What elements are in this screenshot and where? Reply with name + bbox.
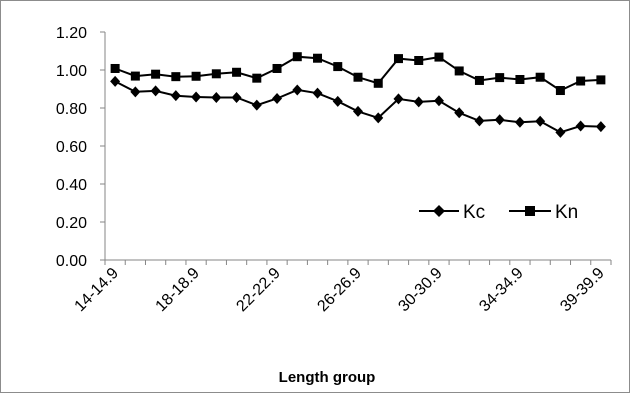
data-point-kc (332, 95, 343, 107)
data-point-kn (535, 72, 545, 82)
data-point-kc (110, 75, 121, 87)
legend-label-kn: Kn (555, 202, 578, 223)
data-point-kc (272, 93, 283, 104)
legend: Kc Kn (419, 202, 578, 223)
data-point-kc (191, 91, 202, 103)
data-point-kc (454, 107, 465, 119)
data-point-kc (514, 116, 525, 128)
data-point-kc (353, 105, 363, 117)
data-point-kc (413, 96, 424, 108)
legend-label-kc: Kc (463, 202, 485, 223)
data-point-kn (495, 73, 505, 83)
x-axis-title: Length group (279, 369, 376, 386)
legend-marker-kn (525, 206, 535, 216)
series-markers (110, 52, 606, 138)
data-point-kc (474, 115, 485, 127)
data-point-kn (252, 73, 262, 83)
y-tick-label: 0.00 (56, 253, 87, 270)
data-point-kn (110, 63, 120, 73)
data-point-kc (595, 121, 606, 133)
data-point-kc (494, 114, 505, 126)
data-point-kn (353, 72, 363, 82)
data-point-kn (191, 71, 201, 81)
data-point-kn (232, 67, 242, 77)
data-point-kc (170, 90, 181, 102)
data-point-kn (130, 71, 140, 81)
data-point-kc (312, 87, 323, 99)
x-tick-label: 34-34.9 (476, 265, 526, 315)
data-point-kn (434, 52, 444, 62)
x-tick-label: 18-18.9 (153, 265, 203, 315)
data-point-kn (151, 69, 161, 79)
x-tick-label: 14-14.9 (72, 265, 122, 315)
data-point-kn (292, 52, 302, 62)
data-point-kn (596, 75, 606, 85)
data-point-kn (454, 66, 464, 76)
data-point-kc (535, 115, 546, 127)
data-point-kn (414, 56, 424, 65)
data-point-kc (555, 126, 566, 138)
y-tick-label: 1.20 (56, 25, 87, 42)
x-axis-tick-labels: 14-14.9 18-18.9 22-22.9 26-26.9 30-30.9 34-34… (72, 265, 608, 315)
data-point-kc (211, 92, 222, 104)
data-point-kn (373, 78, 383, 88)
y-tick-label: 0.40 (56, 177, 87, 194)
data-point-kn (313, 53, 323, 63)
x-tick-label: 26-26.9 (314, 265, 364, 315)
data-point-kc (373, 112, 384, 124)
data-point-kc (251, 99, 262, 111)
data-point-kc (575, 120, 586, 132)
data-point-kn (555, 86, 565, 96)
y-tick-label: 1.00 (56, 63, 87, 80)
data-point-kn (211, 69, 221, 79)
data-point-kc (130, 86, 141, 98)
x-tick-label: 22-22.9 (233, 265, 283, 315)
x-tick-label: 39-39.9 (557, 265, 607, 315)
data-point-kc (393, 93, 404, 105)
legend-marker-kc (433, 205, 445, 217)
data-point-kc (433, 95, 444, 107)
y-axis-tick-labels: 0.00 0.20 0.40 0.60 0.80 1.00 1.20 (56, 25, 87, 270)
data-point-kc (231, 92, 242, 104)
data-point-kn (272, 63, 282, 73)
data-point-kn (393, 54, 403, 64)
data-point-kc (292, 84, 303, 96)
y-tick-label: 0.20 (56, 215, 87, 232)
axes (100, 31, 612, 265)
x-tick-label: 30-30.9 (395, 265, 445, 315)
y-tick-label: 0.80 (56, 101, 87, 118)
y-tick-label: 0.60 (56, 139, 87, 156)
data-point-kn (474, 75, 484, 85)
data-point-kn (171, 72, 181, 82)
series-lines (114, 55, 601, 134)
data-point-kn (333, 62, 343, 72)
data-point-kn (576, 76, 586, 86)
data-point-kc (150, 85, 161, 97)
data-point-kn (515, 75, 525, 84)
